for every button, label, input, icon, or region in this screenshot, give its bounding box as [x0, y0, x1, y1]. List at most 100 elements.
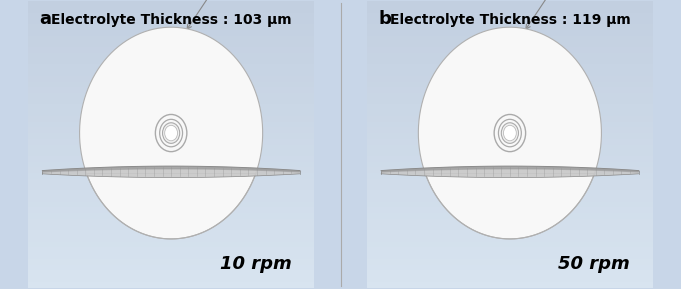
- Bar: [367, 110, 653, 116]
- Polygon shape: [381, 166, 639, 177]
- Bar: [367, 190, 653, 196]
- Bar: [28, 13, 314, 18]
- Text: b: b: [378, 10, 391, 28]
- Bar: [367, 271, 653, 276]
- Bar: [367, 64, 653, 70]
- Ellipse shape: [503, 125, 516, 141]
- Bar: [367, 259, 653, 265]
- Bar: [367, 236, 653, 242]
- Bar: [367, 208, 653, 213]
- Bar: [367, 265, 653, 271]
- Bar: [367, 1, 653, 7]
- Text: 50 rpm: 50 rpm: [558, 255, 630, 273]
- Bar: [28, 271, 314, 276]
- Bar: [367, 196, 653, 202]
- Bar: [28, 93, 314, 99]
- Bar: [367, 219, 653, 225]
- Bar: [367, 53, 653, 59]
- Bar: [28, 247, 314, 253]
- Bar: [28, 202, 314, 208]
- Bar: [367, 70, 653, 76]
- Bar: [28, 259, 314, 265]
- Bar: [367, 202, 653, 208]
- Polygon shape: [86, 173, 256, 239]
- Polygon shape: [42, 166, 300, 177]
- Bar: [28, 81, 314, 87]
- Bar: [367, 81, 653, 87]
- Bar: [28, 190, 314, 196]
- Bar: [367, 213, 653, 219]
- Bar: [28, 47, 314, 53]
- Bar: [367, 162, 653, 167]
- Bar: [367, 99, 653, 104]
- Bar: [28, 236, 314, 242]
- Bar: [367, 225, 653, 230]
- Bar: [367, 13, 653, 18]
- Bar: [28, 242, 314, 247]
- Bar: [367, 167, 653, 173]
- Bar: [367, 247, 653, 253]
- Bar: [28, 185, 314, 190]
- Bar: [367, 116, 653, 122]
- Bar: [28, 122, 314, 127]
- Bar: [28, 59, 314, 64]
- Ellipse shape: [165, 125, 178, 141]
- Bar: [28, 208, 314, 213]
- Bar: [28, 110, 314, 116]
- Bar: [28, 144, 314, 150]
- Bar: [367, 104, 653, 110]
- Bar: [28, 36, 314, 42]
- Bar: [367, 36, 653, 42]
- Bar: [28, 76, 314, 81]
- Bar: [367, 93, 653, 99]
- Bar: [28, 99, 314, 104]
- Bar: [367, 179, 653, 185]
- Bar: [367, 253, 653, 259]
- Bar: [28, 173, 314, 179]
- Bar: [28, 18, 314, 24]
- Text: Electrolyte Thickness : 103 μm: Electrolyte Thickness : 103 μm: [51, 13, 291, 27]
- Bar: [367, 76, 653, 81]
- Bar: [367, 59, 653, 64]
- Text: 10 rpm: 10 rpm: [219, 255, 291, 273]
- Bar: [28, 53, 314, 59]
- Bar: [28, 156, 314, 162]
- Bar: [367, 173, 653, 179]
- Bar: [367, 24, 653, 30]
- Bar: [28, 1, 314, 7]
- Bar: [28, 225, 314, 230]
- Bar: [28, 265, 314, 271]
- Bar: [367, 230, 653, 236]
- Bar: [367, 276, 653, 282]
- Bar: [28, 196, 314, 202]
- Bar: [28, 276, 314, 282]
- Bar: [28, 219, 314, 225]
- Bar: [28, 167, 314, 173]
- Bar: [28, 282, 314, 288]
- Bar: [367, 156, 653, 162]
- Bar: [367, 282, 653, 288]
- Bar: [367, 18, 653, 24]
- Bar: [28, 230, 314, 236]
- Bar: [367, 7, 653, 13]
- Bar: [367, 122, 653, 127]
- Bar: [367, 144, 653, 150]
- Bar: [28, 213, 314, 219]
- Bar: [28, 87, 314, 93]
- Bar: [28, 70, 314, 76]
- Bar: [28, 139, 314, 144]
- Polygon shape: [80, 27, 263, 173]
- Text: Electrolyte Thickness : 119 μm: Electrolyte Thickness : 119 μm: [390, 13, 630, 27]
- Bar: [28, 24, 314, 30]
- Bar: [28, 30, 314, 36]
- Bar: [28, 150, 314, 156]
- Bar: [28, 127, 314, 133]
- Text: a: a: [39, 10, 52, 28]
- Bar: [367, 47, 653, 53]
- Bar: [367, 87, 653, 93]
- Bar: [28, 64, 314, 70]
- Bar: [28, 42, 314, 47]
- Bar: [367, 30, 653, 36]
- Bar: [367, 127, 653, 133]
- Bar: [28, 133, 314, 139]
